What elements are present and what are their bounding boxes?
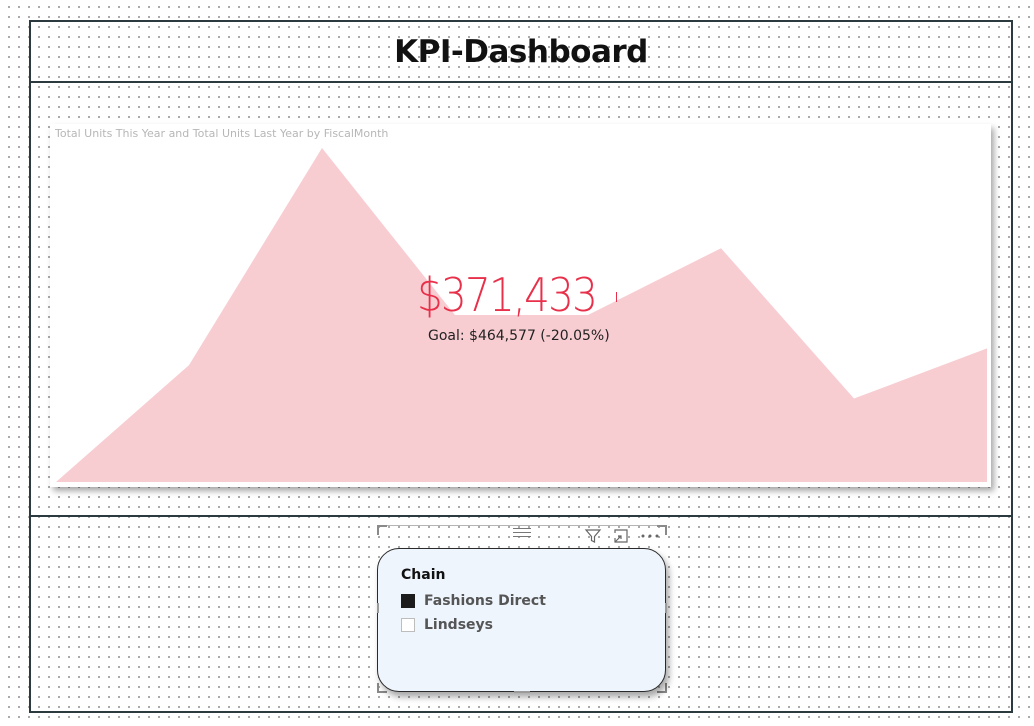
slicer-item-label: Fashions Direct [424, 593, 546, 609]
kpi-value: $371,433 [417, 268, 598, 322]
drag-handle-icon[interactable] [513, 528, 531, 537]
resize-handle-left[interactable] [377, 603, 379, 613]
resize-handle-top-right[interactable] [657, 525, 667, 535]
kpi-visual[interactable]: Total Units This Year and Total Units La… [50, 124, 991, 487]
slicer-item-lindseys[interactable]: Lindseys [401, 617, 493, 633]
resize-handle-top-left[interactable] [377, 525, 387, 535]
focus-mode-icon[interactable] [612, 527, 630, 545]
kpi-value-marker [616, 292, 617, 302]
checkbox-unchecked-icon[interactable] [401, 618, 415, 632]
resize-handle-bottom-left[interactable] [377, 683, 387, 693]
resize-handle-right[interactable] [665, 603, 667, 613]
kpi-trend-chart [56, 148, 987, 482]
kpi-goal: Goal: $464,577 (-20.05%) [428, 328, 610, 344]
page-title: KPI-Dashboard [394, 33, 648, 70]
selection-border [385, 525, 659, 526]
slicer-visual[interactable]: Chain Fashions Direct Lindseys [377, 525, 667, 693]
title-frame: KPI-Dashboard [29, 20, 1013, 83]
filter-icon[interactable] [584, 527, 602, 545]
slicer-title: Chain [401, 567, 446, 583]
slicer-card: Chain Fashions Direct Lindseys [377, 548, 666, 692]
resize-handle-bottom-right[interactable] [657, 683, 667, 693]
kpi-subtitle: Total Units This Year and Total Units La… [55, 127, 389, 140]
slicer-frame [29, 515, 1013, 713]
checkbox-checked-icon[interactable] [401, 594, 415, 608]
trend-area [56, 148, 987, 482]
slicer-item-label: Lindseys [424, 617, 493, 633]
resize-handle-bottom[interactable] [514, 691, 530, 693]
more-options-icon[interactable] [639, 527, 661, 545]
slicer-item-fashions-direct[interactable]: Fashions Direct [401, 593, 546, 609]
